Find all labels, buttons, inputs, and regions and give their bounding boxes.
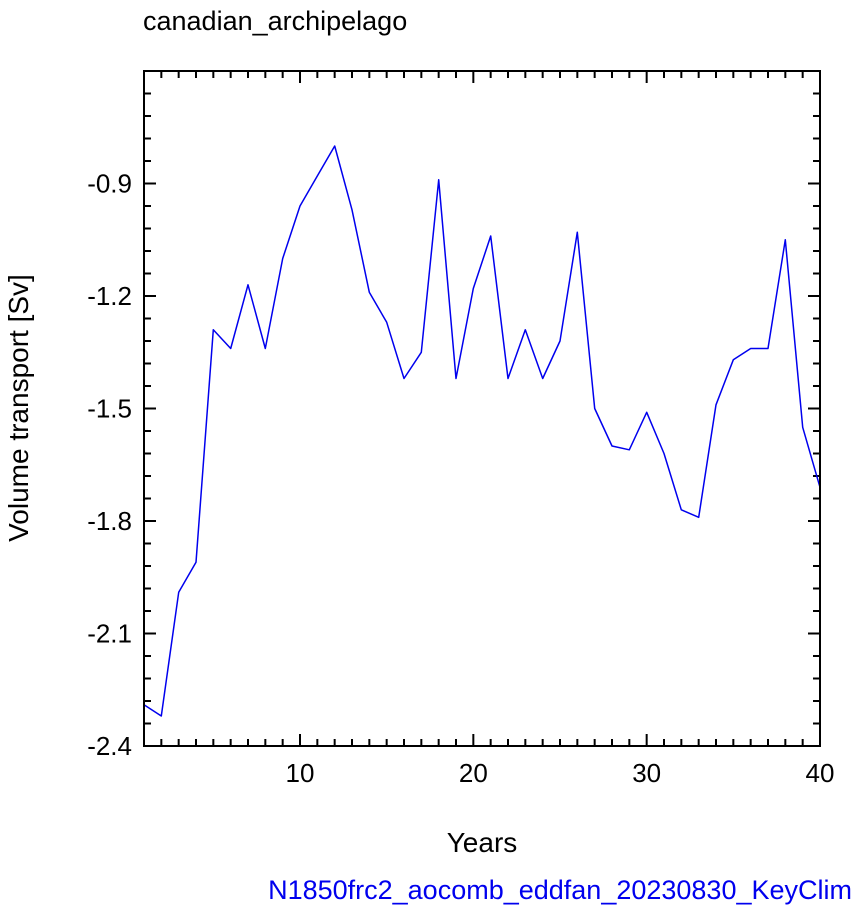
x-tick-label: 30 bbox=[632, 758, 661, 788]
y-tick-label: -1.5 bbox=[87, 394, 132, 424]
y-tick-label: -2.4 bbox=[87, 731, 132, 761]
y-axis-label: Volume transport [Sv] bbox=[3, 274, 34, 542]
y-tick-label: -0.9 bbox=[87, 169, 132, 199]
axis-ticks bbox=[143, 70, 821, 747]
y-tick-label: -1.2 bbox=[87, 281, 132, 311]
series-line bbox=[143, 145, 821, 717]
x-axis-label: Years bbox=[447, 827, 518, 858]
x-tick-label: 20 bbox=[459, 758, 488, 788]
chart-title: canadian_archipelago bbox=[143, 6, 407, 36]
x-tick-label: 40 bbox=[806, 758, 835, 788]
tick-labels: 10 20 30 40 -2.4 -2.1 -1.8 -1.5 -1.2 -0.9 bbox=[87, 169, 834, 789]
y-tick-label: -1.8 bbox=[87, 506, 132, 536]
plot-frame bbox=[143, 70, 821, 747]
footer-label: N1850frc2_aocomb_eddfan_20230830_KeyClim bbox=[268, 875, 852, 905]
y-tick-label: -2.1 bbox=[87, 619, 132, 649]
x-tick-label: 10 bbox=[286, 758, 315, 788]
